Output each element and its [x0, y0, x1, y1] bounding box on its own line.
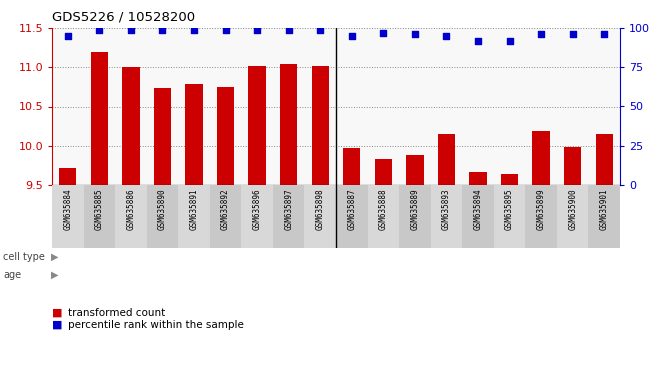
Text: 6 mo: 6 mo — [87, 207, 111, 217]
Text: age: age — [3, 270, 21, 280]
Bar — [493, 185, 525, 248]
Text: 14 mo: 14 mo — [178, 207, 210, 217]
Point — [409, 31, 420, 37]
Text: GSM635897: GSM635897 — [284, 188, 293, 230]
Text: cell type: cell type — [3, 252, 45, 262]
Bar — [249, 66, 266, 185]
Bar — [83, 185, 115, 248]
Bar — [399, 203, 525, 221]
Bar — [462, 185, 493, 248]
Bar — [469, 172, 487, 185]
Bar — [343, 148, 361, 185]
Bar — [431, 185, 462, 248]
Bar — [210, 185, 242, 248]
Bar — [336, 185, 620, 203]
Point — [189, 26, 199, 33]
Bar — [154, 88, 171, 185]
Point — [220, 26, 230, 33]
Bar — [564, 147, 581, 185]
Text: GSM635893: GSM635893 — [442, 188, 451, 230]
Point — [441, 33, 452, 39]
Text: epididymal adipocyte: epididymal adipocyte — [426, 189, 531, 199]
Point — [62, 33, 73, 39]
Text: 6 mo: 6 mo — [355, 207, 380, 217]
Bar — [280, 64, 298, 185]
Bar — [52, 203, 146, 221]
Text: 14 mo: 14 mo — [447, 207, 478, 217]
Text: GDS5226 / 10528200: GDS5226 / 10528200 — [52, 10, 195, 23]
Bar — [501, 174, 518, 185]
Text: bone marrow adipocyte: bone marrow adipocyte — [136, 189, 252, 199]
Bar — [52, 185, 336, 203]
Bar — [589, 185, 620, 248]
Text: GSM635896: GSM635896 — [253, 188, 262, 230]
Point — [505, 38, 515, 44]
Text: ▶: ▶ — [51, 252, 59, 262]
Point — [346, 33, 357, 39]
Text: GSM635892: GSM635892 — [221, 188, 230, 230]
Point — [158, 26, 168, 33]
Text: 18 mo: 18 mo — [273, 207, 304, 217]
Bar — [52, 185, 83, 248]
Point — [315, 26, 326, 33]
Text: GSM635889: GSM635889 — [410, 188, 419, 230]
Bar — [533, 131, 550, 185]
Text: percentile rank within the sample: percentile rank within the sample — [68, 320, 244, 330]
Bar — [336, 185, 368, 248]
Bar — [305, 185, 336, 248]
Bar — [312, 66, 329, 185]
Point — [283, 26, 294, 33]
Point — [599, 31, 609, 37]
Text: 18 mo: 18 mo — [557, 207, 588, 217]
Point — [252, 26, 262, 33]
Text: GSM635895: GSM635895 — [505, 188, 514, 230]
Bar — [178, 185, 210, 248]
Text: ■: ■ — [52, 320, 62, 330]
Bar — [115, 185, 146, 248]
Text: GSM635898: GSM635898 — [316, 188, 325, 230]
Text: GSM635887: GSM635887 — [347, 188, 356, 230]
Bar — [596, 134, 613, 185]
Point — [94, 26, 105, 33]
Point — [473, 38, 483, 44]
Bar — [437, 134, 455, 185]
Bar — [336, 203, 399, 221]
Bar — [406, 155, 424, 185]
Bar — [59, 168, 76, 185]
Bar — [557, 185, 589, 248]
Bar — [186, 84, 202, 185]
Bar — [146, 185, 178, 248]
Point — [126, 26, 136, 33]
Bar — [242, 185, 273, 248]
Text: GSM635899: GSM635899 — [536, 188, 546, 230]
Bar — [146, 203, 242, 221]
Text: GSM635900: GSM635900 — [568, 188, 577, 230]
Bar — [217, 87, 234, 185]
Point — [378, 30, 389, 36]
Text: ▶: ▶ — [51, 270, 59, 280]
Text: GSM635891: GSM635891 — [189, 188, 199, 230]
Text: transformed count: transformed count — [68, 308, 165, 318]
Text: GSM635894: GSM635894 — [473, 188, 482, 230]
Bar — [525, 203, 620, 221]
Point — [568, 31, 578, 37]
Bar — [122, 67, 139, 185]
Bar — [399, 185, 431, 248]
Text: GSM635886: GSM635886 — [126, 188, 135, 230]
Text: GSM635890: GSM635890 — [158, 188, 167, 230]
Bar — [525, 185, 557, 248]
Point — [536, 31, 546, 37]
Bar — [242, 203, 336, 221]
Text: GSM635888: GSM635888 — [379, 188, 388, 230]
Text: GSM635901: GSM635901 — [600, 188, 609, 230]
Bar — [273, 185, 305, 248]
Bar — [368, 185, 399, 248]
Bar — [375, 159, 392, 185]
Text: GSM635884: GSM635884 — [63, 188, 72, 230]
Bar — [90, 51, 108, 185]
Text: GSM635885: GSM635885 — [95, 188, 104, 230]
Text: ■: ■ — [52, 308, 62, 318]
